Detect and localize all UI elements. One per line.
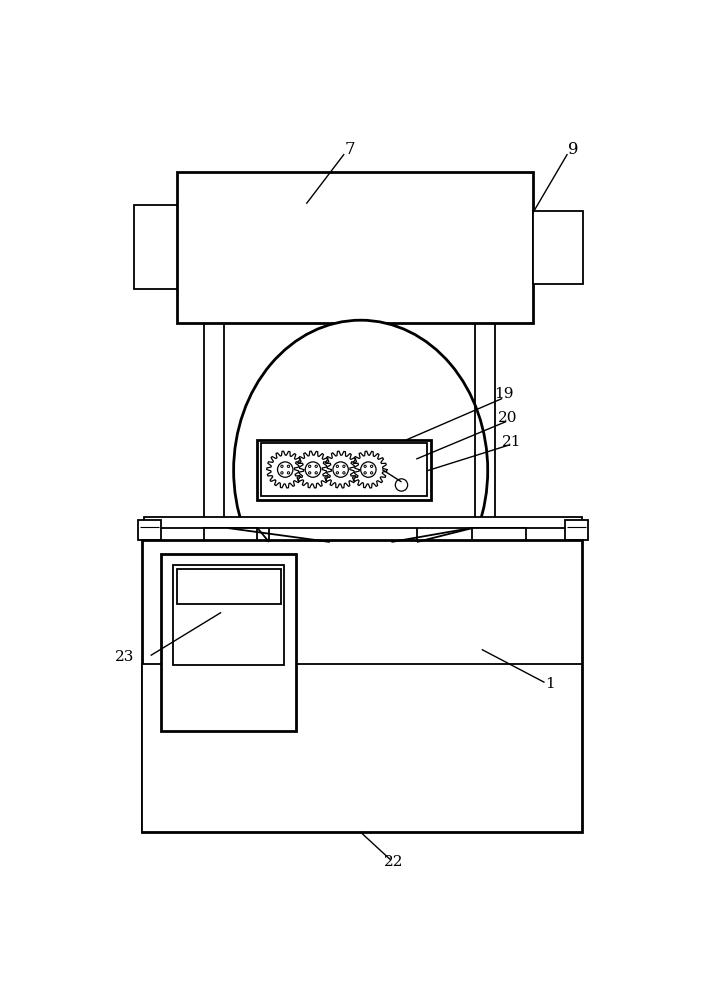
Text: 19: 19	[494, 387, 514, 401]
Bar	[173, 565, 285, 665]
Circle shape	[288, 472, 290, 474]
Bar	[565, 520, 588, 540]
Circle shape	[278, 462, 293, 477]
Bar	[142, 664, 582, 832]
Bar	[204, 528, 257, 544]
Bar	[262, 443, 427, 496]
Circle shape	[315, 465, 317, 467]
Circle shape	[364, 465, 366, 467]
Circle shape	[288, 465, 290, 467]
Bar	[138, 520, 161, 540]
Bar	[176, 172, 533, 323]
Bar	[533, 211, 583, 284]
Circle shape	[343, 472, 345, 474]
Circle shape	[309, 472, 311, 474]
Text: 20: 20	[498, 411, 517, 425]
Bar	[257, 440, 431, 500]
Text: 9: 9	[568, 141, 579, 158]
Bar	[142, 540, 582, 832]
Text: 7: 7	[344, 141, 355, 158]
Text: 21: 21	[502, 435, 522, 449]
Bar	[176, 569, 280, 604]
Circle shape	[280, 465, 283, 467]
Bar	[134, 205, 176, 289]
Bar	[472, 528, 527, 544]
Circle shape	[280, 472, 283, 474]
Circle shape	[370, 465, 373, 467]
Circle shape	[336, 465, 339, 467]
Circle shape	[343, 465, 345, 467]
Bar	[143, 517, 582, 528]
Circle shape	[395, 479, 408, 491]
Ellipse shape	[233, 320, 488, 620]
Circle shape	[333, 462, 349, 477]
Circle shape	[315, 472, 317, 474]
Text: 1: 1	[546, 677, 555, 691]
Circle shape	[305, 462, 321, 477]
Circle shape	[336, 472, 339, 474]
Circle shape	[364, 472, 366, 474]
Bar	[161, 554, 296, 731]
Circle shape	[309, 465, 311, 467]
Text: 22: 22	[384, 855, 404, 869]
Circle shape	[370, 472, 373, 474]
Circle shape	[361, 462, 376, 477]
Text: 23: 23	[115, 650, 134, 664]
